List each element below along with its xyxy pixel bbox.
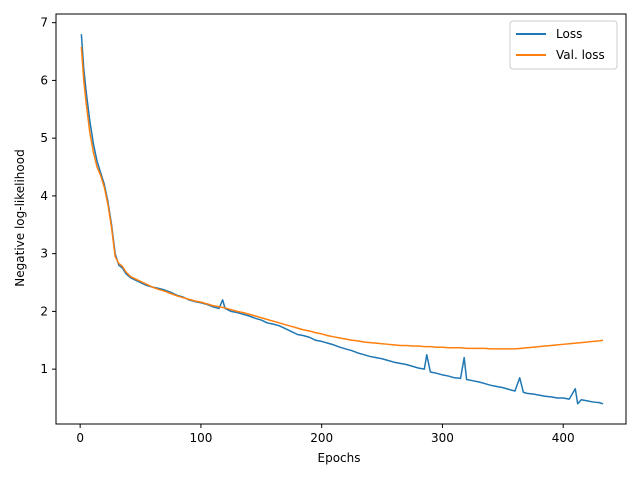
plot-area <box>55 13 627 425</box>
x-tick-label: 300 <box>431 431 454 445</box>
y-axis-ticks: 1 2 3 4 5 6 7 <box>40 16 56 376</box>
legend-label-loss: Loss <box>556 27 582 41</box>
y-tick-label: 5 <box>40 131 48 145</box>
x-tick-label: 100 <box>189 431 212 445</box>
y-tick-label: 1 <box>40 362 48 376</box>
y-tick-label: 4 <box>40 189 48 203</box>
y-tick-label: 3 <box>40 247 48 261</box>
legend: Loss Val. loss <box>509 20 618 70</box>
legend-label-val-loss: Val. loss <box>556 48 605 62</box>
series-line-val-loss <box>80 46 604 350</box>
y-tick-label: 6 <box>40 73 48 87</box>
x-tick-label: 400 <box>552 431 575 445</box>
x-axis-label: Epochs <box>318 451 361 465</box>
x-tick-label: 0 <box>76 431 84 445</box>
x-axis-ticks: 0 100 200 300 400 <box>76 424 575 445</box>
y-tick-label: 7 <box>40 16 48 30</box>
x-tick-label: 200 <box>310 431 333 445</box>
y-tick-label: 2 <box>40 304 48 318</box>
y-axis-label: Negative log-likelihood <box>13 149 27 286</box>
axes-frame <box>55 13 627 425</box>
series-line-loss <box>80 34 604 405</box>
